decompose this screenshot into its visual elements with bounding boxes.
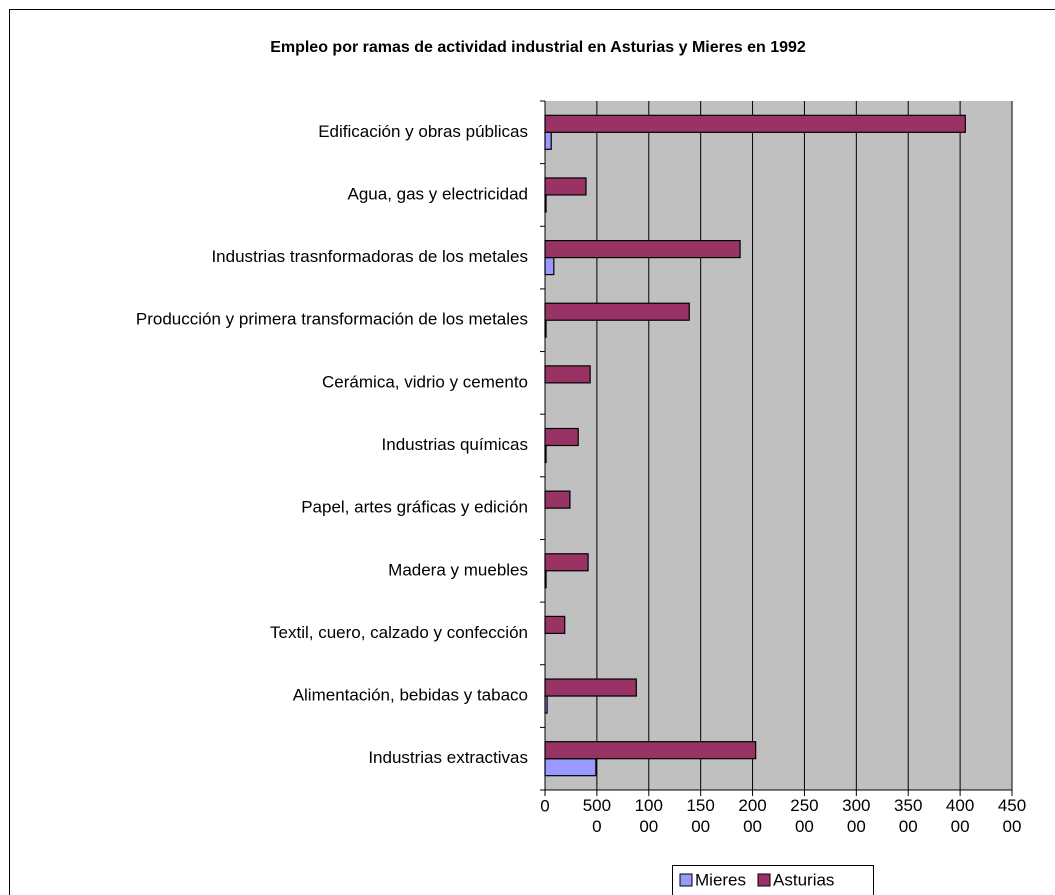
bar xyxy=(544,302,690,321)
bar xyxy=(544,615,566,635)
bar xyxy=(544,239,741,259)
bar xyxy=(544,553,589,572)
y-tick-label: Industrias químicas xyxy=(382,435,528,454)
bar xyxy=(544,570,547,589)
bar xyxy=(544,131,552,150)
x-tick-label: 450 00 xyxy=(998,796,1026,836)
legend-box xyxy=(672,865,874,895)
bar xyxy=(544,444,547,464)
legend-label: Asturias xyxy=(773,870,834,889)
x-tick-label: 150 00 xyxy=(686,796,714,836)
y-tick-label: Edificación y obras públicas xyxy=(318,122,528,141)
bar xyxy=(544,194,547,213)
bar xyxy=(544,365,591,384)
bar xyxy=(544,319,547,338)
y-tick-label: Textil, cuero, calzado y confección xyxy=(270,623,528,642)
bar xyxy=(544,758,597,777)
y-tick-label: Papel, artes gráficas y edición xyxy=(301,498,528,517)
x-tick-label: 0 xyxy=(540,796,549,815)
x-tick-label: 300 00 xyxy=(842,796,870,836)
y-tick-label: Agua, gas y electricidad xyxy=(348,184,529,203)
bar xyxy=(544,695,548,714)
x-tick-label: 350 00 xyxy=(894,796,922,836)
x-tick-label: 100 00 xyxy=(635,796,663,836)
legend-swatch xyxy=(757,873,771,887)
bar xyxy=(544,678,637,697)
x-tick-label: 250 00 xyxy=(790,796,818,836)
bar xyxy=(544,741,757,760)
chart-title: Empleo por ramas de actividad industrial… xyxy=(270,39,806,56)
y-tick-label: Alimentación, bebidas y tabaco xyxy=(293,686,528,705)
y-tick-label: Producción y primera transformación de l… xyxy=(136,310,528,329)
bar xyxy=(544,256,555,276)
x-tick-label: 200 00 xyxy=(738,796,766,836)
y-tick-label: Madera y muebles xyxy=(388,560,528,579)
bar xyxy=(544,427,579,447)
bar xyxy=(544,490,571,509)
y-tick-label: Cerámica, vidrio y cemento xyxy=(322,372,528,391)
bar xyxy=(544,177,587,196)
x-tick-label: 400 00 xyxy=(946,796,974,836)
legend-swatch xyxy=(679,873,693,887)
x-tick-label: 500 0 xyxy=(583,796,611,836)
y-tick-label: Industrias extractivas xyxy=(368,748,528,767)
legend-label: Mieres xyxy=(695,870,746,889)
y-tick-label: Industrias trasnformadoras de los metale… xyxy=(211,247,528,266)
plot-area xyxy=(545,101,1012,790)
bar xyxy=(544,114,966,133)
